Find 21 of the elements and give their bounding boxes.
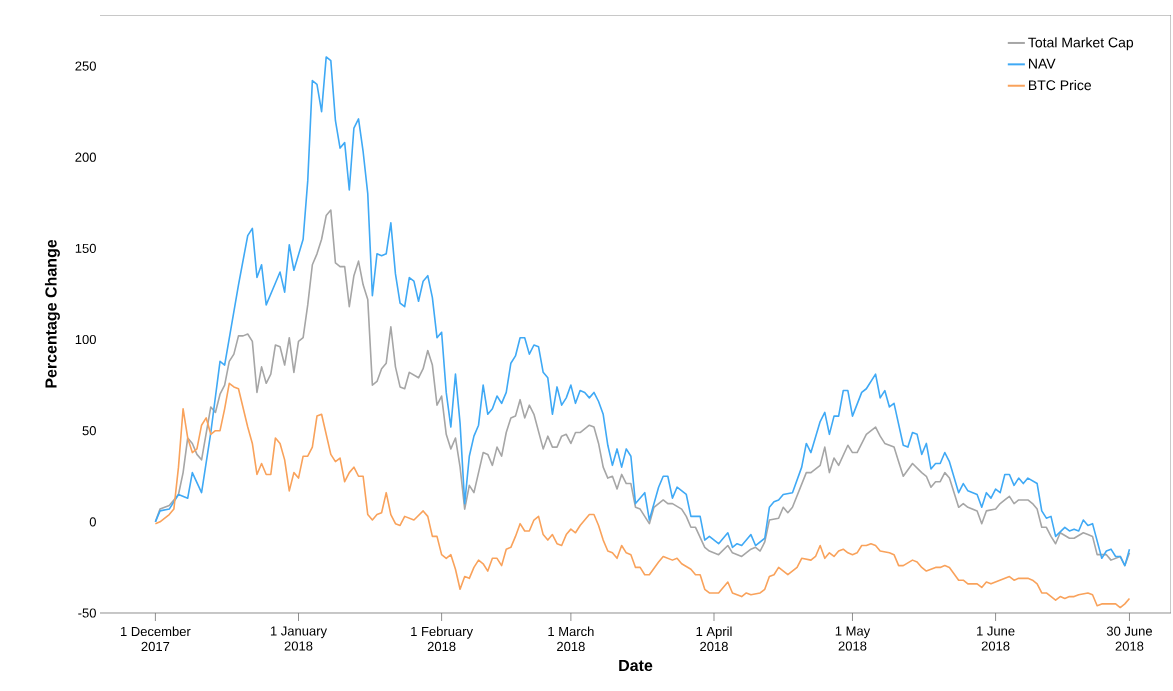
y-tick-label: 50	[82, 426, 96, 436]
x-tick-label: 1 April 2018	[696, 626, 732, 652]
y-tick-label: 100	[75, 334, 96, 345]
y-tick-label: 200	[75, 152, 96, 162]
y-tick-label: -50	[78, 608, 96, 618]
x-tick-label: 1 February 2018	[411, 626, 473, 652]
y-axis-title: Percentage Change	[44, 239, 60, 388]
x-tick-label: 1 May 2018	[835, 626, 871, 651]
x-tick-label: 30 June 2018	[1106, 626, 1152, 651]
y-tick-label: 250	[75, 61, 96, 71]
legend-label: BTC Price	[1029, 79, 1092, 91]
x-axis-title: Date	[619, 659, 653, 672]
legend-label: Total Market Cap	[1028, 37, 1134, 51]
x-tick-label: 1 March 2018	[548, 626, 594, 652]
x-tick-label: 1 December 2017	[120, 626, 191, 652]
x-tick-label: 1 June 2018	[977, 626, 1015, 651]
y-tick-label: 150	[75, 243, 96, 253]
line-series	[154, 56, 1131, 567]
x-tick-label: 1 January 2018	[270, 626, 328, 651]
legend-label: NAV	[1029, 58, 1056, 69]
y-tick-label: 0	[89, 517, 96, 527]
